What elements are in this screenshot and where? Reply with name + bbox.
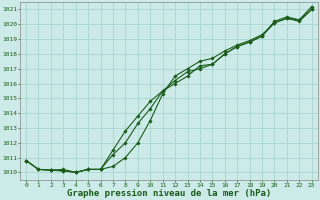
X-axis label: Graphe pression niveau de la mer (hPa): Graphe pression niveau de la mer (hPa) — [67, 189, 271, 198]
